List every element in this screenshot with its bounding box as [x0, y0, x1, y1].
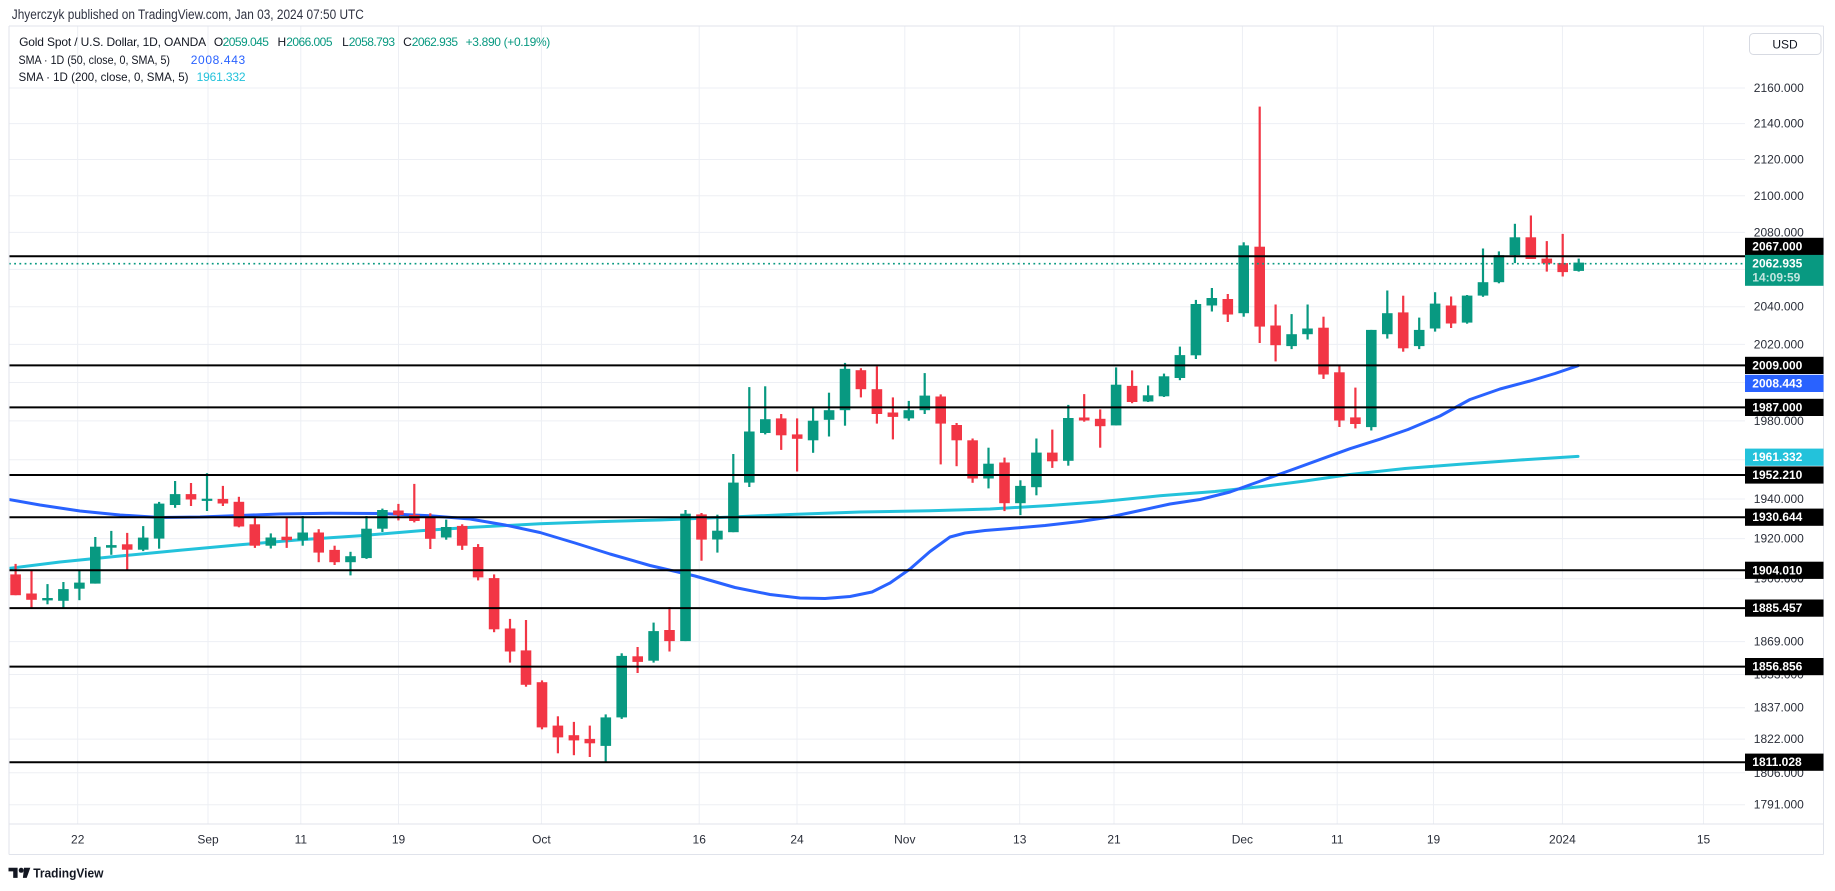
- svg-text:Gold Spot / U.S. Dollar, 1D, O: Gold Spot / U.S. Dollar, 1D, OANDA: [19, 35, 206, 49]
- svg-text:11: 11: [295, 833, 308, 847]
- svg-text:11: 11: [1331, 833, 1344, 847]
- svg-text:1987.000: 1987.000: [1752, 400, 1802, 414]
- svg-text:1837.000: 1837.000: [1754, 701, 1804, 715]
- svg-text:2062.935: 2062.935: [1752, 257, 1802, 271]
- svg-text:H: H: [278, 35, 287, 49]
- svg-text:1940.000: 1940.000: [1754, 492, 1804, 506]
- svg-text:21: 21: [1107, 833, 1121, 847]
- svg-text:O: O: [214, 35, 223, 49]
- svg-text:1920.000: 1920.000: [1754, 532, 1804, 546]
- svg-text:2120.000: 2120.000: [1754, 153, 1804, 167]
- svg-text:Jhyerczyk published on Trading: Jhyerczyk published on TradingView.com, …: [12, 7, 364, 22]
- svg-text:2100.000: 2100.000: [1754, 189, 1804, 203]
- svg-text:2140.000: 2140.000: [1754, 117, 1804, 131]
- svg-text:2080.000: 2080.000: [1754, 225, 1804, 239]
- svg-text:2160.000: 2160.000: [1754, 81, 1804, 95]
- svg-text:1885.457: 1885.457: [1752, 601, 1802, 615]
- svg-text:24: 24: [790, 833, 804, 847]
- svg-text:2066.005: 2066.005: [286, 35, 333, 49]
- svg-text:2062.935: 2062.935: [412, 35, 459, 49]
- svg-text:1961.332: 1961.332: [197, 70, 246, 84]
- svg-text:15: 15: [1697, 833, 1711, 847]
- svg-text:2008.443: 2008.443: [1752, 376, 1802, 390]
- svg-text:Oct: Oct: [532, 833, 551, 847]
- svg-text:Dec: Dec: [1232, 833, 1253, 847]
- svg-text:1856.856: 1856.856: [1752, 660, 1802, 674]
- svg-text:1980.000: 1980.000: [1754, 414, 1804, 428]
- svg-text:L: L: [342, 35, 349, 49]
- svg-text:2058.793: 2058.793: [349, 35, 396, 49]
- svg-text:19: 19: [392, 833, 406, 847]
- svg-text:1869.000: 1869.000: [1754, 635, 1804, 649]
- svg-text:1952.210: 1952.210: [1752, 468, 1802, 482]
- svg-text:2020.000: 2020.000: [1754, 337, 1804, 351]
- svg-text:SMA · 1D (50, close, 0, SMA, 5: SMA · 1D (50, close, 0, SMA, 5): [19, 53, 171, 67]
- svg-text:16: 16: [693, 833, 707, 847]
- svg-text:TradingView: TradingView: [33, 865, 104, 880]
- svg-text:1791.000: 1791.000: [1754, 798, 1804, 812]
- svg-text:19: 19: [1427, 833, 1441, 847]
- svg-text:13: 13: [1013, 833, 1027, 847]
- svg-text:+3.890 (+0.19%): +3.890 (+0.19%): [466, 35, 551, 49]
- svg-text:SMA · 1D (200, close, 0, SMA,: SMA · 1D (200, close, 0, SMA, 5): [19, 70, 189, 84]
- svg-text:2024: 2024: [1549, 833, 1576, 847]
- svg-text:2009.000: 2009.000: [1752, 358, 1802, 372]
- svg-text:22: 22: [71, 833, 85, 847]
- svg-text:14:09:59: 14:09:59: [1752, 271, 1800, 285]
- svg-text:1811.028: 1811.028: [1752, 755, 1802, 769]
- svg-text:2067.000: 2067.000: [1752, 239, 1802, 253]
- svg-text:1822.000: 1822.000: [1754, 732, 1804, 746]
- svg-text:1930.644: 1930.644: [1752, 510, 1802, 524]
- svg-text:Sep: Sep: [197, 833, 219, 847]
- svg-text:USD: USD: [1772, 38, 1798, 52]
- svg-text:2040.000: 2040.000: [1754, 300, 1804, 314]
- svg-text:2008.443: 2008.443: [191, 53, 246, 67]
- svg-text:1904.010: 1904.010: [1752, 563, 1802, 577]
- svg-text:Nov: Nov: [894, 833, 915, 847]
- svg-text:2059.045: 2059.045: [223, 35, 270, 49]
- svg-text:C: C: [403, 35, 412, 49]
- svg-text:1961.332: 1961.332: [1752, 450, 1802, 464]
